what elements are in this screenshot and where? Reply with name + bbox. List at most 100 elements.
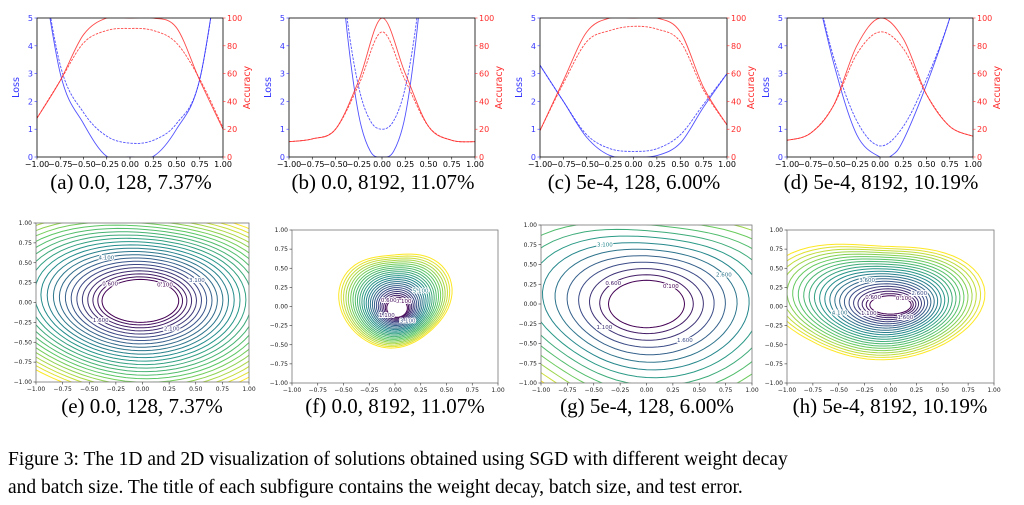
y-tick-label: 0.25 (524, 281, 538, 288)
y-left-tick-label: 4 (531, 42, 536, 51)
contour-level-label: 4.100 (98, 256, 114, 262)
contour-level-label: 0.600 (605, 281, 621, 287)
y-right-tick-label: 100 (479, 14, 494, 23)
contour-line (834, 275, 935, 331)
plot-area (289, 18, 475, 157)
contour-line (70, 260, 208, 341)
x-tick-label: 0.25 (414, 387, 428, 394)
contour-level-label: 1.100 (597, 325, 613, 331)
contour-level-label: 5.100 (413, 288, 429, 294)
contour-level-label: 0.100 (663, 284, 679, 290)
loss-dashed-line (540, 65, 727, 152)
contour-line (365, 277, 427, 332)
contour-line (384, 296, 410, 319)
contour-line (76, 264, 203, 338)
y-left-tick-label: 5 (28, 14, 33, 23)
x-tick-label: −0.75 (48, 160, 73, 169)
contour-line (340, 255, 451, 348)
loss-solid-line (540, 65, 727, 157)
y-left-tick-label: 4 (28, 42, 33, 51)
y-left-tick-label: 2 (778, 97, 783, 106)
x-tick-label: 1.00 (242, 386, 256, 393)
contour-line (566, 255, 726, 356)
y-left-tick-label: 0 (531, 153, 536, 162)
contour-line (363, 275, 429, 333)
contour-line (343, 257, 448, 346)
contour-line (97, 276, 184, 326)
x-tick-label: −0.50 (323, 160, 348, 169)
plot-area: 0.100 0.600 1.600 2.100 3.100 4.100 (36, 223, 249, 382)
contour-line (354, 267, 437, 339)
contour-line (787, 253, 969, 352)
x-tick-label: 0.00 (871, 160, 889, 169)
x-tick-label: −0.75 (300, 160, 325, 169)
y-left-tick-label: 0 (778, 153, 783, 162)
x-tick-label: −1.00 (25, 160, 50, 169)
contour-line (345, 259, 446, 345)
y-left-tick-label: 0 (280, 153, 285, 162)
contour-line (541, 235, 752, 379)
contour-line (46, 247, 230, 355)
contour-line (829, 273, 939, 333)
contour-line (369, 281, 423, 329)
y-right-axis-label: Accuracy (992, 65, 1003, 109)
contour-line (787, 248, 977, 356)
y-left-tick-label: 0 (28, 153, 33, 162)
contour-line (36, 241, 241, 362)
x-tick-label: −0.50 (71, 160, 96, 169)
contour-level-label: 3.100 (597, 243, 613, 249)
y-right-tick-label: 20 (479, 125, 489, 134)
x-tick-label: 0.75 (466, 387, 480, 394)
subcaption-c: (c) 5e-4, 128, 6.00% (547, 170, 721, 194)
y-tick-label: 1.00 (770, 227, 784, 234)
y-tick-label: 0.25 (770, 284, 784, 291)
contour-line (361, 273, 431, 335)
accuracy-dashed-line (540, 25, 727, 131)
y-tick-label: −0.75 (14, 359, 33, 366)
subfigure-a: −1.00−0.75−0.50−0.25 0.00 0.25 0.50 0.75 1.00… (11, 14, 253, 169)
accuracy-solid-line (37, 18, 223, 130)
accuracy-dashed-line (37, 27, 223, 128)
x-tick-label: 0.75 (961, 387, 975, 394)
loss-dashed-line (822, 18, 951, 147)
y-left-tick-label: 1 (778, 125, 783, 134)
y-right-tick-label: 40 (479, 97, 489, 106)
accuracy-solid-line (289, 18, 475, 143)
y-tick-label: 0.50 (770, 265, 784, 272)
subfigure-g: 0.100 0.600 1.100 1.600 2.600 3.100 −1.00 −0.75… (519, 222, 759, 394)
y-tick-label: −0.50 (519, 341, 538, 348)
contour-line (787, 243, 986, 361)
contour-line (865, 293, 914, 317)
contour-line (375, 287, 418, 325)
contour-line (861, 290, 917, 319)
x-tick-label: 0.25 (144, 160, 162, 169)
y-right-tick-label: 20 (731, 125, 741, 134)
y-tick-label: −0.25 (765, 323, 784, 330)
contour-level-label: 0.100 (396, 299, 412, 305)
x-tick-label: 1.00 (987, 387, 1001, 394)
x-tick-label: 0.00 (373, 160, 391, 169)
contour-line (36, 234, 249, 369)
y-left-axis-label: Loss (11, 77, 22, 98)
contour-level-label: 2.600 (716, 272, 732, 278)
contour-line (379, 291, 414, 323)
y-left-tick-label: 3 (531, 70, 536, 79)
contour-level-label: 3.100 (189, 278, 205, 284)
x-tick-label: 0.50 (918, 160, 936, 169)
y-right-tick-label: 40 (227, 97, 237, 106)
contour-line (588, 268, 704, 341)
y-left-tick-label: 4 (778, 42, 783, 51)
y-right-tick-label: 40 (731, 97, 741, 106)
plot-area (540, 18, 727, 157)
contour-level-label: 0.600 (381, 298, 397, 304)
x-tick-label: −0.50 (334, 387, 353, 394)
y-tick-label: 0.00 (770, 304, 784, 311)
y-left-axis-label: Loss (514, 77, 525, 98)
contour-line (792, 256, 965, 349)
y-left-tick-label: 5 (531, 14, 536, 23)
contour-line (36, 223, 249, 382)
x-tick-label: 0.25 (910, 387, 924, 394)
y-tick-label: −0.75 (519, 360, 538, 367)
contour-line (350, 263, 442, 342)
y-left-tick-label: 2 (280, 97, 285, 106)
